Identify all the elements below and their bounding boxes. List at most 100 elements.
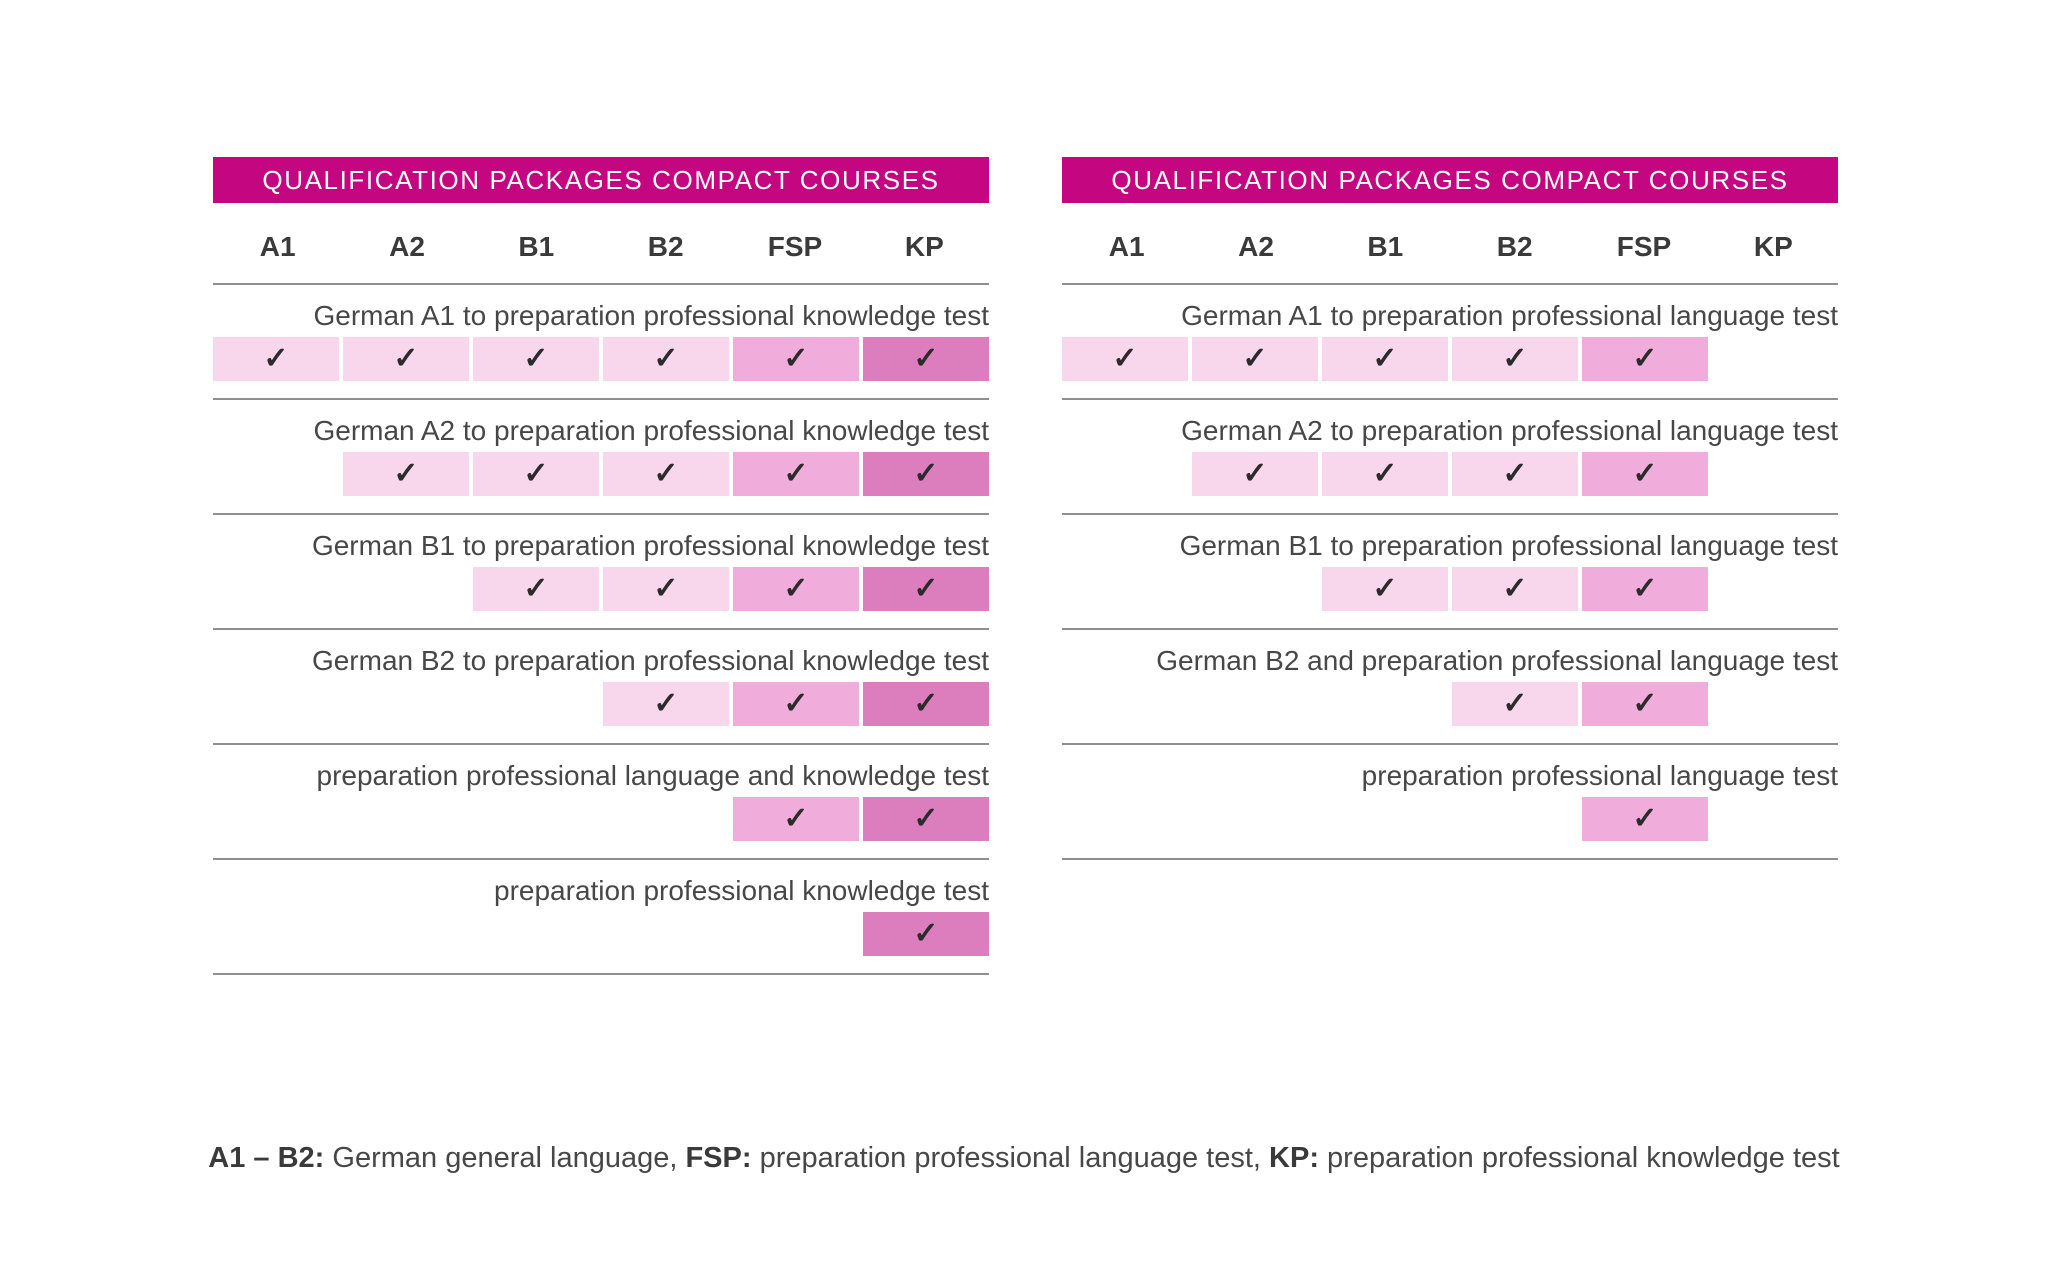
check-cell-fsp: ✓ <box>733 797 859 841</box>
empty-cell-a2 <box>343 912 469 956</box>
check-icon: ✓ <box>263 341 289 375</box>
check-cell-fsp: ✓ <box>733 567 859 611</box>
check-cell-a2: ✓ <box>343 337 469 381</box>
empty-cell-a1 <box>1062 797 1188 841</box>
check-icon: ✓ <box>1632 801 1658 835</box>
empty-cell-b1 <box>473 797 599 841</box>
check-icon: ✓ <box>783 456 809 490</box>
row-label: German B1 to preparation professional kn… <box>311 530 989 561</box>
check-icon: ✓ <box>783 341 809 375</box>
row-label: German A2 to preparation professional kn… <box>313 415 989 446</box>
check-cell-b2: ✓ <box>603 337 729 381</box>
check-icon: ✓ <box>1502 571 1528 605</box>
legend-term: KP: <box>1269 1142 1319 1174</box>
check-icon: ✓ <box>523 341 549 375</box>
check-icon: ✓ <box>1632 571 1658 605</box>
empty-cell-a1 <box>1062 452 1188 496</box>
qualification-table-knowledge-test: QUALIFICATION PACKAGES COMPACT COURSES A… <box>213 157 989 975</box>
check-cell-b2: ✓ <box>603 682 729 726</box>
check-icon: ✓ <box>913 341 939 375</box>
empty-cell-b1 <box>473 912 599 956</box>
row-label: German A2 to preparation professional la… <box>1181 415 1838 446</box>
empty-cell-b2 <box>603 797 729 841</box>
check-icon: ✓ <box>913 456 939 490</box>
check-icon: ✓ <box>1632 686 1658 720</box>
empty-cell-a1 <box>213 912 339 956</box>
check-cell-a1: ✓ <box>213 337 339 381</box>
empty-cell-a1 <box>1062 682 1188 726</box>
empty-cell-kp <box>1712 567 1838 611</box>
column-header-b1: B1 <box>1367 231 1404 262</box>
check-icon: ✓ <box>1242 456 1268 490</box>
column-header-b1: B1 <box>518 231 555 262</box>
table-row: preparation professional language and kn… <box>213 745 989 860</box>
check-icon: ✓ <box>1502 456 1528 490</box>
qualification-table-language-test: QUALIFICATION PACKAGES COMPACT COURSES A… <box>1062 157 1838 860</box>
empty-cell-a1 <box>213 567 339 611</box>
check-icon: ✓ <box>1372 341 1398 375</box>
table-row: German A2 to preparation professional la… <box>1062 400 1838 515</box>
check-cell-b1: ✓ <box>473 452 599 496</box>
empty-cell-a2 <box>343 682 469 726</box>
check-icon: ✓ <box>1242 341 1268 375</box>
check-icon: ✓ <box>913 801 939 835</box>
column-header-a2: A2 <box>1238 231 1274 262</box>
check-cell-b2: ✓ <box>1452 452 1578 496</box>
empty-cell-a2 <box>1192 567 1318 611</box>
check-cell-fsp: ✓ <box>1582 567 1708 611</box>
column-header-fsp: FSP <box>1616 231 1672 262</box>
empty-cell-a1 <box>213 797 339 841</box>
table-row: German A1 to preparation professional la… <box>1062 285 1838 400</box>
row-label: preparation professional language test <box>1361 760 1838 791</box>
check-icon: ✓ <box>653 571 679 605</box>
check-icon: ✓ <box>913 571 939 605</box>
row-label: German B1 to preparation professional la… <box>1179 530 1838 561</box>
check-cell-a2: ✓ <box>343 452 469 496</box>
check-cell-b2: ✓ <box>1452 337 1578 381</box>
table-row: preparation professional knowledge test ✓ <box>213 860 989 975</box>
check-icon: ✓ <box>1372 456 1398 490</box>
legend: A1 – B2: German general language, FSP: p… <box>0 1140 2048 1176</box>
check-icon: ✓ <box>1372 571 1398 605</box>
empty-cell-a2 <box>1192 682 1318 726</box>
empty-cell-a2 <box>1192 797 1318 841</box>
column-header-b2: B2 <box>1496 231 1533 262</box>
table-title: QUALIFICATION PACKAGES COMPACT COURSES <box>213 157 989 203</box>
empty-cell-a1 <box>1062 567 1188 611</box>
check-cell-kp: ✓ <box>863 682 989 726</box>
legend-term: A1 – B2: <box>208 1142 325 1174</box>
table-row: German A1 to preparation professional kn… <box>213 285 989 400</box>
check-cells: ✓ ✓ ✓ ✓ ✓ <box>213 452 989 496</box>
check-icon: ✓ <box>653 456 679 490</box>
check-cell-b1: ✓ <box>1322 452 1448 496</box>
check-cell-kp: ✓ <box>863 567 989 611</box>
table-row: German B1 to preparation professional la… <box>1062 515 1838 630</box>
empty-cell-b2 <box>1452 797 1578 841</box>
check-cell-b2: ✓ <box>1452 682 1578 726</box>
check-cell-fsp: ✓ <box>1582 337 1708 381</box>
table-rows: German A1 to preparation professional kn… <box>213 285 989 975</box>
table-rows: German A1 to preparation professional la… <box>1062 285 1838 860</box>
empty-cell-fsp <box>733 912 859 956</box>
empty-cell-a1 <box>213 682 339 726</box>
legend-term: FSP: <box>685 1142 752 1174</box>
table-title: QUALIFICATION PACKAGES COMPACT COURSES <box>1062 157 1838 203</box>
legend-text: preparation professional language test, <box>751 1142 1270 1174</box>
check-cell-b2: ✓ <box>1452 567 1578 611</box>
check-cells: ✓ ✓ ✓ ✓ ✓ ✓ <box>213 337 989 381</box>
row-label: preparation professional knowledge test <box>494 875 989 906</box>
column-header-b2: B2 <box>647 231 684 262</box>
check-cell-b1: ✓ <box>1322 567 1448 611</box>
check-icon: ✓ <box>1502 341 1528 375</box>
empty-cell-kp <box>1712 797 1838 841</box>
check-cell-a2: ✓ <box>1192 452 1318 496</box>
check-icon: ✓ <box>523 456 549 490</box>
column-header-a2: A2 <box>389 231 425 262</box>
column-header-fsp: FSP <box>767 231 823 262</box>
empty-cell-kp <box>1712 337 1838 381</box>
check-cell-fsp: ✓ <box>1582 452 1708 496</box>
table-row: German B2 to preparation professional kn… <box>213 630 989 745</box>
check-cells: ✓ <box>1062 797 1838 841</box>
column-header-row: A1 A2 B1 B2 FSP KP <box>213 203 989 285</box>
check-cell-b1: ✓ <box>473 337 599 381</box>
